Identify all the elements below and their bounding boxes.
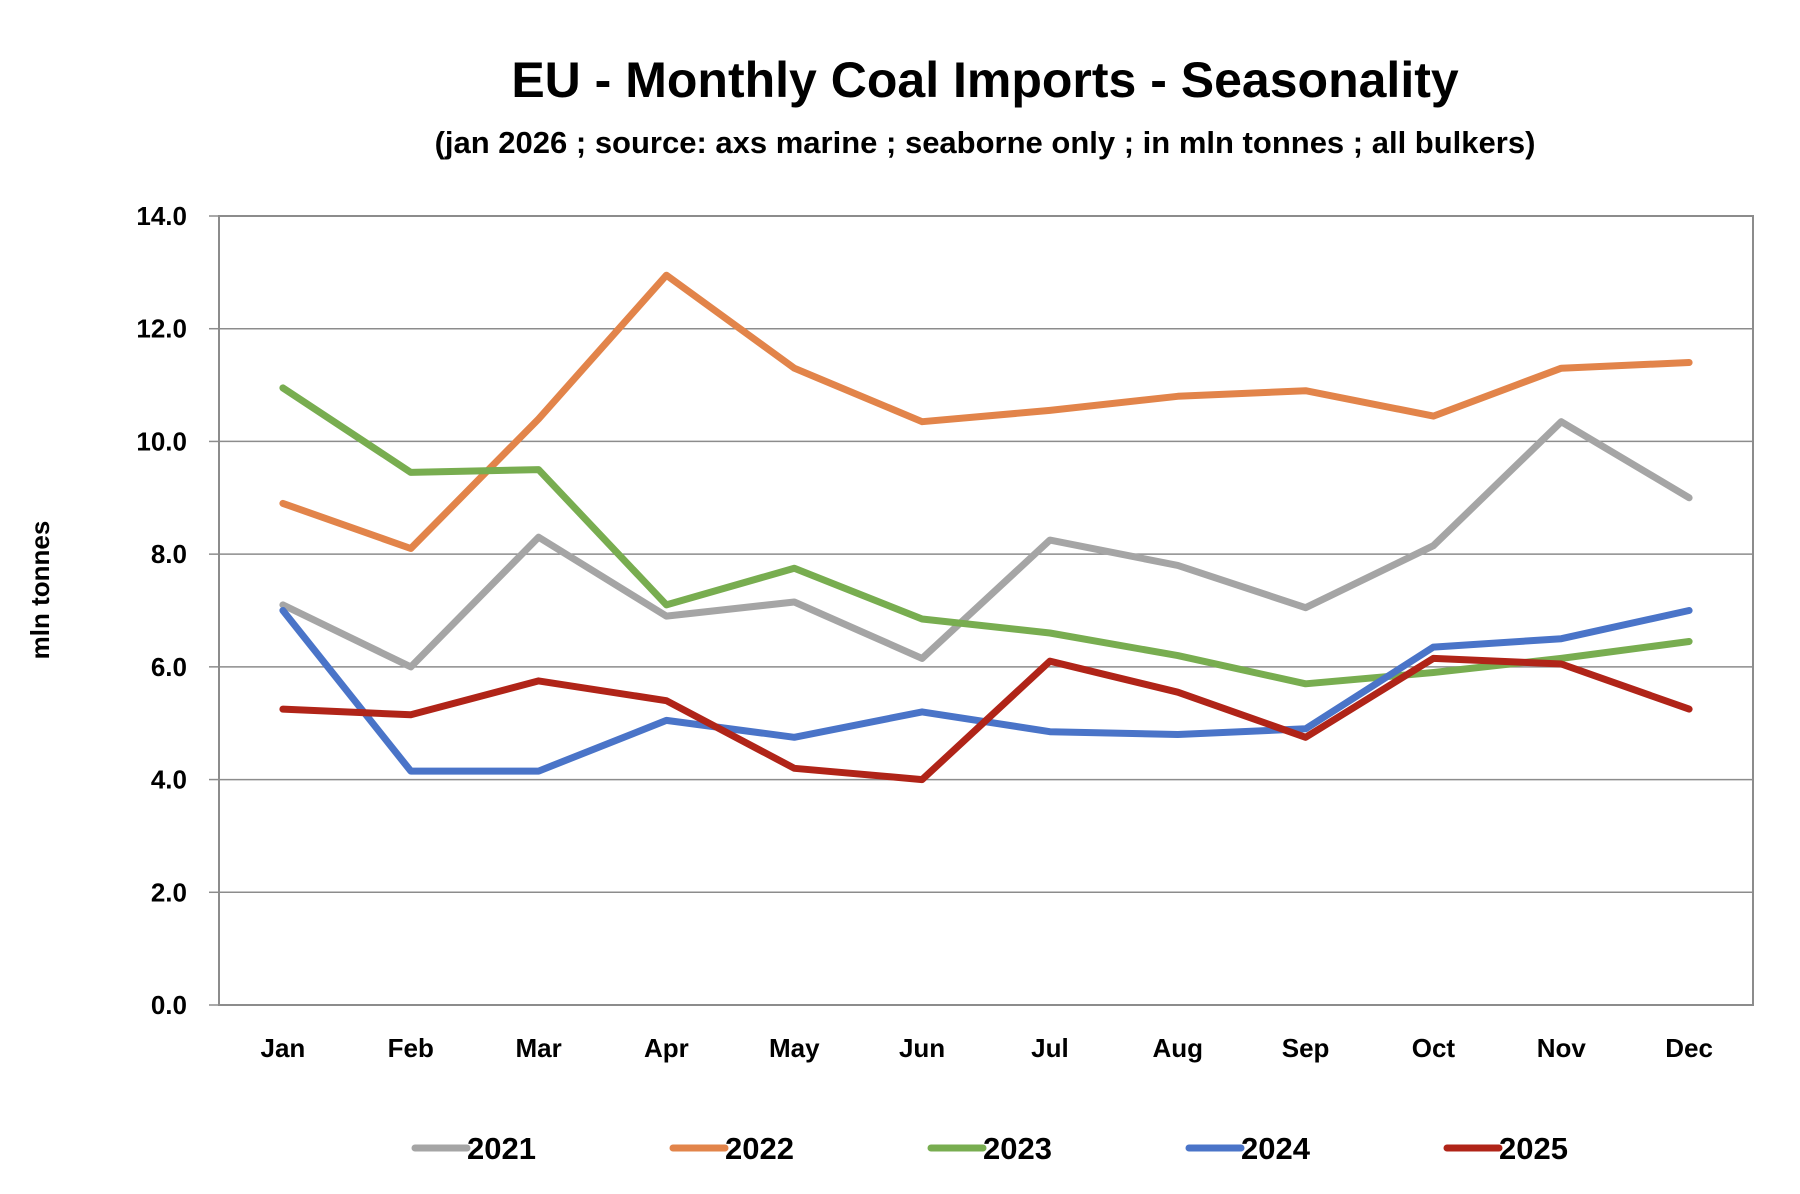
legend-label-2021: 2021 (467, 1131, 536, 1166)
y-tick-label: 12.0 (136, 314, 187, 344)
x-tick-label: Sep (1282, 1033, 1330, 1063)
x-tick-label: Feb (388, 1033, 434, 1063)
y-tick-label: 0.0 (151, 990, 187, 1020)
y-tick-label: 2.0 (151, 877, 187, 907)
series-line-2025 (279, 654, 1693, 784)
y-axis-ticks: 0.0 2.0 4.0 6.0 8.0 10.0 12.0 14.0 (136, 201, 187, 1020)
series-line-2022 (279, 271, 1693, 552)
x-tick-label: Apr (644, 1033, 689, 1063)
y-axis-label: mln tonnes (25, 521, 55, 660)
chart-title: EU - Monthly Coal Imports - Seasonality (511, 52, 1459, 108)
legend: 2021 2022 2023 2024 2025 (411, 1131, 1568, 1166)
series-line-2021 (279, 418, 1693, 671)
y-tick-label: 4.0 (151, 765, 187, 795)
x-tick-label: Jun (899, 1033, 945, 1063)
x-tick-label: Mar (515, 1033, 561, 1063)
x-tick-label: Jan (261, 1033, 306, 1063)
gridlines (209, 215, 1753, 1006)
x-tick-label: May (769, 1033, 820, 1063)
x-tick-label: Nov (1537, 1033, 1587, 1063)
legend-label-2025: 2025 (1499, 1131, 1568, 1166)
legend-label-2024: 2024 (1241, 1131, 1311, 1166)
y-tick-label: 10.0 (136, 426, 187, 456)
x-tick-label: Oct (1412, 1033, 1456, 1063)
x-tick-label: Aug (1152, 1033, 1203, 1063)
y-tick-label: 6.0 (151, 652, 187, 682)
y-tick-label: 14.0 (136, 201, 187, 231)
chart-subtitle: (jan 2026 ; source: axs marine ; seaborn… (435, 125, 1536, 160)
plot-area-border (218, 215, 1754, 1006)
x-tick-label: Dec (1665, 1033, 1713, 1063)
legend-label-2023: 2023 (983, 1131, 1052, 1166)
series-lines (279, 271, 1693, 784)
legend-label-2022: 2022 (725, 1131, 794, 1166)
y-tick-label: 8.0 (151, 539, 187, 569)
series-line-2023 (279, 384, 1693, 688)
x-axis-ticks: Jan Feb Mar Apr May Jun Jul Aug Sep Oct Nov Dec (261, 1033, 1713, 1063)
x-tick-label: Jul (1031, 1033, 1069, 1063)
